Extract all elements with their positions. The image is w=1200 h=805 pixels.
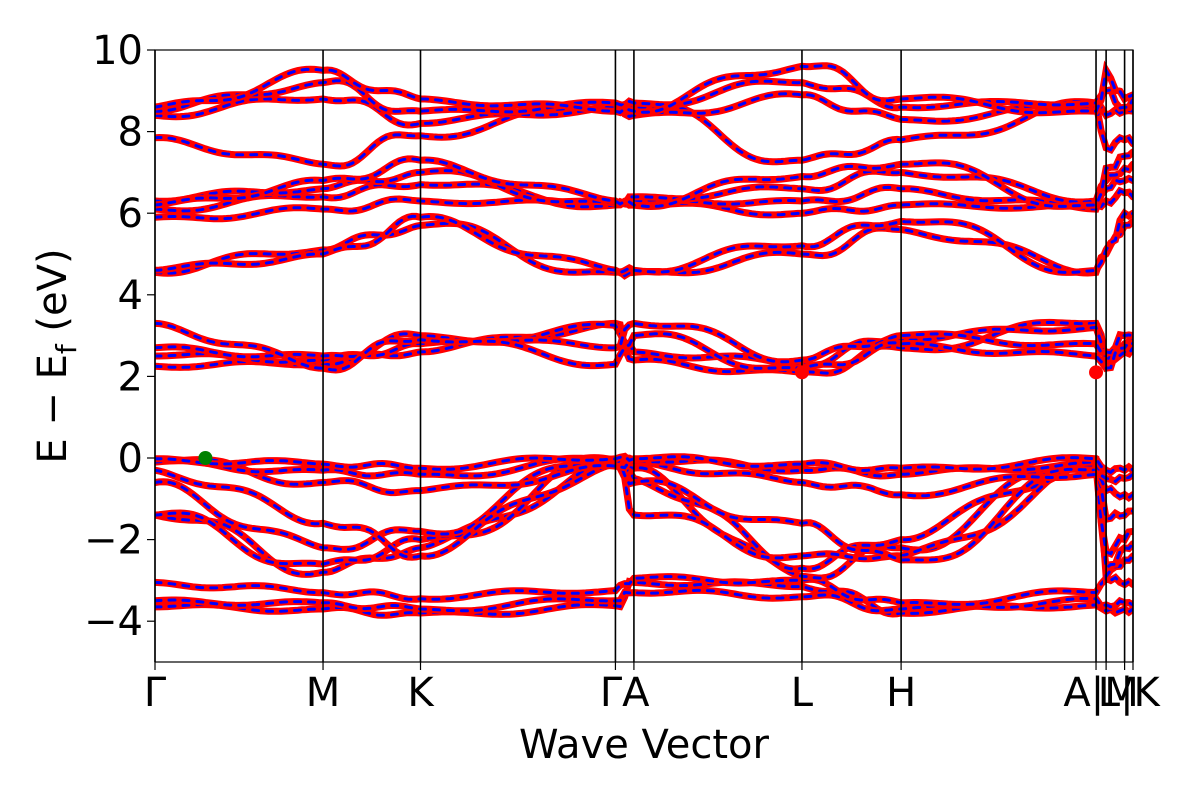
band-edge-markers bbox=[198, 365, 1104, 465]
y-tick-label: 0 bbox=[118, 436, 143, 482]
cbm-marker bbox=[1089, 365, 1104, 380]
x-tick-label: L bbox=[791, 670, 814, 716]
y-tick-label: 4 bbox=[118, 273, 143, 319]
x-axis-label: Wave Vector bbox=[519, 722, 770, 768]
y-tick-label: −4 bbox=[84, 599, 143, 645]
x-tick-label: H bbox=[886, 670, 916, 716]
band-spin-up bbox=[155, 319, 1133, 366]
band-spin-down bbox=[155, 588, 1133, 613]
x-tick-label: L|K bbox=[1098, 670, 1162, 716]
y-tick-label: −2 bbox=[84, 518, 143, 564]
band-spin-down bbox=[155, 79, 1133, 114]
x-tick-label: K bbox=[407, 670, 435, 716]
band-spin-down bbox=[155, 150, 1133, 209]
y-axis-ticks: 10 8 6 4 2 0 −2 −4 bbox=[84, 28, 155, 645]
band-spin-down bbox=[155, 64, 1133, 115]
y-tick-label: 2 bbox=[118, 354, 143, 400]
band-spin-down bbox=[155, 162, 1133, 206]
x-tick-label: A|M bbox=[1063, 670, 1138, 716]
x-tick-label: Γ bbox=[144, 670, 167, 716]
band-spin-down bbox=[155, 460, 1133, 581]
plot-frame bbox=[154, 49, 1134, 663]
band-spin-down bbox=[155, 575, 1133, 606]
cbm-marker bbox=[794, 365, 809, 380]
x-tick-label: M bbox=[306, 670, 341, 716]
x-axis-ticks: Γ M K ΓA L H A|ML|K bbox=[144, 662, 1162, 716]
band-spin-up bbox=[155, 458, 1133, 563]
band-spin-down bbox=[155, 322, 1133, 368]
band-spin-down bbox=[155, 176, 1133, 213]
band-spin-down bbox=[155, 211, 1133, 275]
y-axis-label-subscript: f bbox=[50, 343, 83, 354]
band-spin-down bbox=[155, 458, 1133, 500]
vbm-marker bbox=[198, 451, 213, 465]
band-spin-down bbox=[155, 320, 1133, 375]
bands-layer bbox=[155, 60, 1133, 619]
y-axis-label-unit: (eV) bbox=[30, 248, 76, 344]
band-spin-down bbox=[155, 454, 1133, 475]
band-spin-down bbox=[155, 460, 1133, 562]
band-spin-down bbox=[155, 321, 1133, 372]
y-axis-label: E − Ef (eV) bbox=[30, 248, 83, 463]
x-tick-label: ΓA bbox=[600, 670, 650, 716]
y-axis-label-main: E − E bbox=[30, 354, 76, 464]
y-tick-label: 10 bbox=[92, 28, 143, 74]
y-tick-label: 6 bbox=[118, 191, 143, 237]
y-tick-label: 8 bbox=[118, 110, 143, 156]
